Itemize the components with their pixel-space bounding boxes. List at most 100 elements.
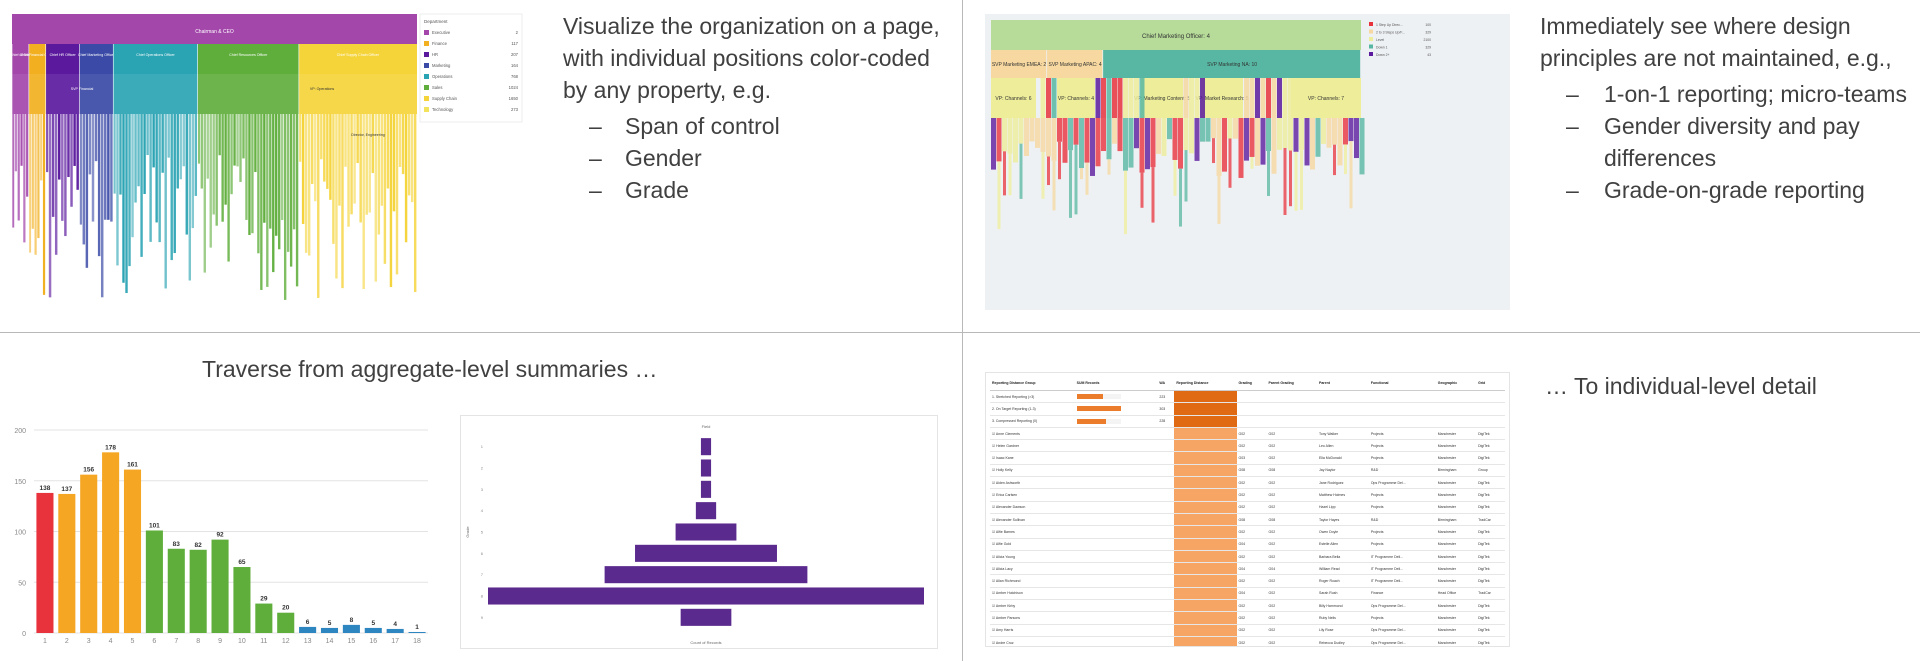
org-legend-name: Operations xyxy=(432,74,452,79)
detail-cell: Manchester xyxy=(1435,538,1477,551)
mkt-legend-swatch xyxy=(1369,29,1373,34)
detail-person-row[interactable]: ☑ Andre Cruz G02 G02 Rebecca Dudley Ops Prog… xyxy=(990,636,1505,646)
detail-cell: G02 xyxy=(1236,476,1267,490)
org-level2-block xyxy=(45,74,80,114)
detail-cell: Ruby Nelis xyxy=(1317,611,1369,625)
detail-cell: G02 xyxy=(1266,599,1317,613)
detail-cell xyxy=(1157,550,1175,564)
org-legend-swatch xyxy=(424,52,429,57)
detail-cell: G02 xyxy=(1266,636,1317,646)
detail-person-row[interactable]: ☑ Amy Harris G02 G02 Lily Rose Ops Programme… xyxy=(990,624,1505,637)
org-position-strip xyxy=(239,114,242,182)
detail-cell: G02 xyxy=(1266,488,1317,502)
bullet-span-of-control: Span of control xyxy=(563,110,943,142)
pyramid-ytick-label: 2 xyxy=(481,466,484,471)
detail-cell xyxy=(1174,587,1237,601)
detail-cell: ☑ Holly Kelly xyxy=(990,464,1075,478)
detail-person-row[interactable]: ☑ Alfie Gold G04 G02 Estelle Allen Projects M… xyxy=(990,538,1505,551)
detail-cell xyxy=(1074,476,1158,490)
detail-cell xyxy=(1174,574,1237,588)
org-position-strip xyxy=(242,114,245,159)
mkt-position-box xyxy=(1029,118,1035,142)
detail-cell: 1. Stretched Reporting (>3) xyxy=(990,390,1075,404)
detail-cell: Manchester xyxy=(1435,476,1477,490)
detail-column-header[interactable]: Parent xyxy=(1317,376,1369,391)
mkt-position-box xyxy=(1046,78,1051,118)
detail-column-header[interactable]: Reporting Distance xyxy=(1174,376,1237,391)
detail-cell: ☑ Alexander Sullivan xyxy=(990,513,1075,527)
mkt-level3-box xyxy=(1201,78,1243,118)
detail-cell: Jay Naylor xyxy=(1317,464,1369,478)
detail-group-row[interactable]: 2. On Target Reporting (1-3) 303 xyxy=(990,402,1505,416)
pyramid-bar xyxy=(680,608,732,626)
detail-person-row[interactable]: ☑ Erica Carlsen G02 G02 Matthew Holmes Proje… xyxy=(990,488,1505,502)
detail-column-header[interactable]: Geographic xyxy=(1435,376,1477,391)
detail-column-header[interactable]: Parent Grading xyxy=(1266,376,1317,391)
bar-xtick-label: 13 xyxy=(304,638,312,645)
mkt-position-box xyxy=(1304,118,1310,166)
bar-ytick-label: 200 xyxy=(14,428,26,435)
detail-cell xyxy=(1157,599,1175,613)
bar-value-label: 8 xyxy=(350,617,354,624)
detail-person-row[interactable]: ☑ Amber Kirby G02 G02 Billy Hammond Ops Prog… xyxy=(990,599,1505,613)
detail-column-header[interactable]: Reporting Distance Group xyxy=(990,376,1075,391)
org-position-strip xyxy=(353,114,356,204)
org-position-strip xyxy=(410,114,414,203)
org-position-strip xyxy=(188,114,191,281)
pyramid-bar xyxy=(635,544,777,562)
detail-person-row[interactable]: ☑ Allan Richmond G02 G02 Roger Roach IT Prog… xyxy=(990,574,1505,588)
detail-person-row[interactable]: ☑ Holly Kelly G08 G08 Jay Naylor R&D Birmingh… xyxy=(990,464,1505,478)
mkt-legend-count: 100 xyxy=(1425,23,1431,27)
org-position-strip xyxy=(152,114,155,168)
detail-person-row[interactable]: ☑ Helen Gardner G02 G02 Leo Allen Projects Ma… xyxy=(990,439,1505,453)
mkt-position-box xyxy=(1282,118,1288,148)
org-position-strip xyxy=(91,114,95,222)
bar-mark xyxy=(80,474,98,633)
org-position-strip xyxy=(317,114,320,298)
detail-cell: ☑ Alfie Barnes xyxy=(990,525,1075,539)
detail-person-row[interactable]: ☑ Alexander Dawson G02 G02 Hazel Lipp Projec… xyxy=(990,501,1505,514)
org-position-strip xyxy=(344,114,347,167)
detail-column-header[interactable]: Grading xyxy=(1236,376,1267,391)
bar-xtick-label: 10 xyxy=(238,638,246,645)
mkt-position-box xyxy=(1090,118,1095,176)
detail-person-row[interactable]: ☑ Alicia Lacy G04 G04 William Read IT Progra… xyxy=(990,562,1505,576)
mkt-level3-label: VP: Market Research: 5 xyxy=(1195,96,1248,102)
org-position-strip xyxy=(67,114,70,178)
detail-cell xyxy=(1157,587,1175,601)
detail-person-row[interactable]: ☑ Alicia Young G02 G02 Barbara Bella IT Prog… xyxy=(990,550,1505,564)
mkt-legend-count: 329 xyxy=(1425,46,1431,50)
detail-person-row[interactable]: ☑ Amber Hutchison G04 G02 Sarah Rush Finance… xyxy=(990,587,1505,601)
detail-cell xyxy=(1074,451,1158,465)
detail-person-row[interactable]: ☑ Isaac Kane G03 G02 Ella McDonald Projects M… xyxy=(990,451,1505,465)
org-position-strip xyxy=(12,114,15,228)
detail-column-header[interactable]: Functional xyxy=(1368,376,1436,391)
mkt-position-box xyxy=(1112,78,1117,118)
detail-group-row[interactable]: 1. Stretched Reporting (>3) 223 xyxy=(990,390,1505,404)
mkt-position-strip xyxy=(1300,149,1303,210)
detail-cell xyxy=(1074,599,1158,613)
detail-person-row[interactable]: ☑ Aiden Ashworth G02 G02 Jane Rodriguez Ops … xyxy=(990,476,1505,490)
detail-person-row[interactable]: ☑ Alfie Barnes G02 G02 Owen Doyle Projects Ma… xyxy=(990,525,1505,539)
detail-cell xyxy=(1236,402,1267,416)
detail-person-row[interactable]: ☑ Alexander Sullivan G08 G08 Taylor Hayes R&… xyxy=(990,513,1505,527)
detail-column-header[interactable]: WA xyxy=(1157,376,1175,391)
org-position-strip xyxy=(104,114,107,220)
detail-column-header[interactable]: Grid xyxy=(1476,376,1505,391)
bar-value-label: 82 xyxy=(195,542,203,549)
detail-cell: Leo Allen xyxy=(1317,439,1369,453)
detail-column-header[interactable]: SUM Records xyxy=(1074,376,1158,391)
detail-group-row[interactable]: 3. Compressed Reporting (0) 228 xyxy=(990,415,1505,428)
detail-cell: DigiTek xyxy=(1476,451,1505,465)
detail-person-row[interactable]: ☑ Anne Clements G02 G02 Tony Walker Projects… xyxy=(990,427,1505,441)
mkt-level2-box xyxy=(1103,50,1361,78)
detail-person-row[interactable]: ☑ Amber Parsons G02 G02 Ruby Nelis Projects M… xyxy=(990,611,1505,625)
detail-cell: G02 xyxy=(1236,550,1267,564)
pyramid-ytick-label: 5 xyxy=(481,530,484,535)
bar-value-label: 65 xyxy=(238,559,246,566)
mkt-position-box xyxy=(1216,118,1222,176)
bullet-gender-diversity: Gender diversity and pay differences xyxy=(1540,110,1910,174)
org-level2-block xyxy=(197,74,299,114)
bar-ytick-label: 50 xyxy=(18,580,26,587)
org-position-strip xyxy=(176,114,179,189)
